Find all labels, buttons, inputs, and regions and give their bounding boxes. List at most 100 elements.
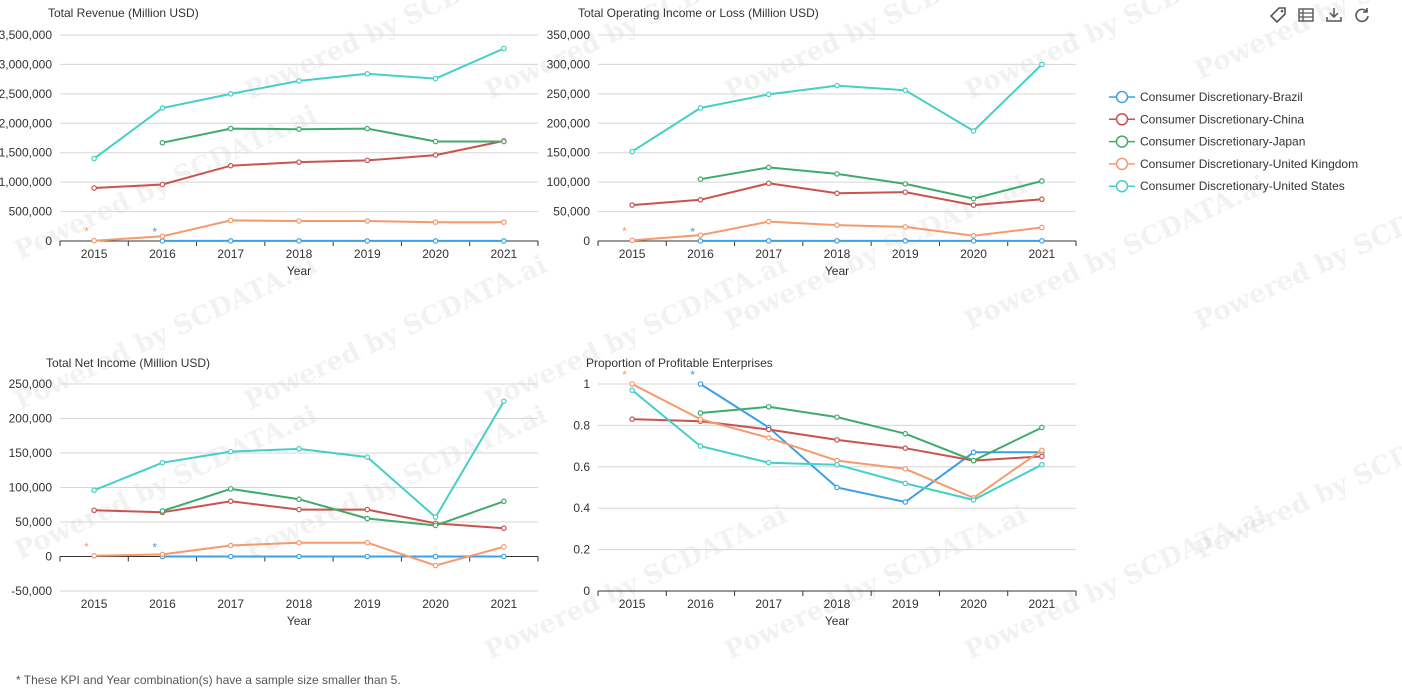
refresh-icon[interactable] bbox=[1352, 4, 1372, 26]
data-point bbox=[501, 45, 507, 52]
x-tick-label: 2018 bbox=[824, 597, 851, 611]
data-point bbox=[227, 448, 234, 455]
y-tick-label: 500,000 bbox=[9, 205, 53, 219]
data-point bbox=[1039, 238, 1045, 244]
data-point bbox=[902, 430, 909, 437]
chart-title: Total Revenue (Million USD) bbox=[48, 6, 199, 20]
y-tick-label: 50,000 bbox=[553, 205, 590, 219]
tag-icon[interactable] bbox=[1268, 4, 1288, 26]
small-sample-asterisk: * bbox=[84, 225, 89, 239]
x-tick-label: 2015 bbox=[81, 597, 108, 611]
x-tick-label: 2018 bbox=[824, 247, 851, 261]
data-point bbox=[159, 459, 166, 466]
y-tick-label: 0 bbox=[45, 550, 52, 564]
x-tick-label: 2020 bbox=[960, 247, 987, 261]
legend-item[interactable]: Consumer Discretionary-China bbox=[1109, 112, 1304, 126]
data-point bbox=[296, 539, 302, 546]
y-tick-label: 200,000 bbox=[547, 116, 591, 130]
data-point bbox=[91, 155, 97, 162]
data-point bbox=[765, 403, 772, 410]
x-tick-label: 2020 bbox=[960, 597, 987, 611]
x-tick-label: 2018 bbox=[286, 247, 313, 261]
data-point bbox=[697, 105, 704, 111]
series-line bbox=[631, 389, 1043, 501]
x-tick-label: 2015 bbox=[619, 247, 646, 261]
data-point bbox=[970, 497, 977, 503]
y-tick-label: 200,000 bbox=[9, 412, 53, 426]
data-point bbox=[765, 435, 772, 441]
x-axis-label: Year bbox=[287, 264, 311, 278]
data-point bbox=[765, 459, 772, 466]
data-point bbox=[296, 218, 302, 224]
data-point bbox=[970, 449, 977, 456]
y-tick-label: 100,000 bbox=[547, 175, 591, 189]
data-point bbox=[501, 238, 507, 244]
download-icon[interactable] bbox=[1324, 4, 1344, 26]
legend-item[interactable]: Consumer Discretionary-Japan bbox=[1109, 135, 1305, 149]
data-point bbox=[432, 553, 439, 560]
data-point bbox=[159, 238, 166, 244]
data-point bbox=[296, 506, 302, 513]
x-axis-label: Year bbox=[825, 614, 849, 628]
x-tick-label: 2017 bbox=[217, 247, 244, 261]
legend-label: Consumer Discretionary-Japan bbox=[1140, 135, 1305, 149]
data-point bbox=[227, 553, 234, 560]
data-point bbox=[834, 190, 840, 197]
data-view-icon[interactable] bbox=[1296, 4, 1316, 26]
data-point bbox=[159, 508, 166, 514]
legend-swatch-marker bbox=[1115, 157, 1129, 171]
data-point bbox=[1039, 178, 1045, 184]
data-point bbox=[227, 125, 234, 132]
data-point bbox=[227, 486, 234, 492]
data-point bbox=[1039, 461, 1045, 468]
data-point bbox=[91, 185, 97, 191]
data-point bbox=[765, 180, 772, 187]
x-tick-label: 2016 bbox=[149, 597, 176, 611]
data-point bbox=[1039, 447, 1045, 454]
x-tick-label: 2017 bbox=[217, 597, 244, 611]
data-point bbox=[834, 437, 840, 443]
data-point bbox=[364, 515, 371, 522]
chart-title: Proportion of Profitable Enterprises bbox=[586, 356, 773, 370]
legend-item[interactable]: Consumer Discretionary-United States bbox=[1109, 179, 1345, 193]
data-point bbox=[697, 410, 704, 416]
series-line bbox=[699, 383, 1042, 504]
data-point bbox=[296, 446, 302, 452]
legend-label: Consumer Discretionary-United Kingdom bbox=[1140, 157, 1358, 171]
y-tick-label: 300,000 bbox=[547, 57, 591, 71]
x-tick-label: 2019 bbox=[892, 247, 919, 261]
data-point bbox=[902, 224, 909, 230]
data-point bbox=[227, 91, 234, 97]
legend-item[interactable]: Consumer Discretionary-United Kingdom bbox=[1109, 157, 1358, 171]
data-point bbox=[364, 71, 371, 77]
x-tick-label: 2019 bbox=[892, 597, 919, 611]
data-point bbox=[432, 152, 439, 158]
data-point bbox=[629, 148, 635, 155]
legend-swatch-marker bbox=[1115, 179, 1129, 193]
y-tick-label: 0.6 bbox=[573, 460, 590, 474]
legend-label: Consumer Discretionary-Brazil bbox=[1140, 90, 1303, 104]
y-tick-label: 0.8 bbox=[573, 418, 590, 432]
data-point bbox=[902, 499, 909, 505]
data-point bbox=[364, 506, 371, 513]
data-point bbox=[364, 454, 371, 460]
data-point bbox=[970, 232, 977, 239]
y-tick-label: 1,500,000 bbox=[0, 146, 52, 160]
data-point bbox=[1039, 424, 1045, 431]
data-point bbox=[834, 222, 840, 228]
data-point bbox=[501, 553, 507, 560]
data-point bbox=[227, 498, 234, 505]
data-point bbox=[159, 233, 166, 240]
legend-item[interactable]: Consumer Discretionary-Brazil bbox=[1109, 90, 1303, 104]
chart-title: Total Operating Income or Loss (Million … bbox=[578, 6, 819, 20]
data-point bbox=[697, 232, 704, 238]
data-point bbox=[902, 445, 909, 451]
chart-title: Total Net Income (Million USD) bbox=[46, 356, 210, 370]
data-point bbox=[159, 139, 166, 146]
data-point bbox=[296, 159, 302, 165]
legend-swatch-marker bbox=[1115, 90, 1129, 104]
data-point bbox=[697, 381, 704, 387]
data-point bbox=[629, 237, 635, 244]
data-point bbox=[765, 426, 772, 433]
